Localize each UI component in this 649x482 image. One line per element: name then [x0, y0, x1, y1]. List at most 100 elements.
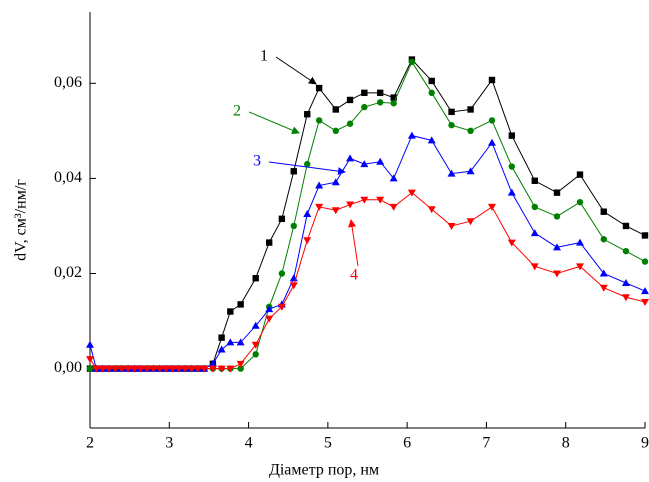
- marker: [98, 365, 107, 373]
- marker: [622, 222, 630, 230]
- marker: [428, 77, 435, 85]
- x-tick-label: 8: [562, 435, 570, 452]
- marker: [466, 218, 475, 226]
- marker: [208, 359, 217, 367]
- marker: [390, 94, 397, 101]
- marker: [218, 334, 225, 341]
- marker: [376, 196, 385, 204]
- marker: [331, 178, 340, 186]
- marker: [507, 188, 516, 196]
- marker: [86, 340, 94, 348]
- marker: [531, 203, 538, 211]
- marker: [575, 238, 584, 246]
- marker: [346, 201, 355, 209]
- marker: [427, 206, 436, 214]
- marker: [217, 365, 226, 373]
- marker: [278, 270, 286, 277]
- marker: [622, 247, 630, 255]
- marker: [155, 365, 164, 373]
- x-tick-label: 4: [245, 435, 253, 452]
- marker: [408, 58, 416, 66]
- marker: [237, 301, 244, 308]
- marker: [390, 100, 397, 107]
- marker: [530, 263, 539, 271]
- marker: [200, 365, 209, 373]
- marker: [193, 365, 202, 373]
- marker: [117, 365, 126, 373]
- annotation-label: 4: [350, 267, 358, 284]
- marker: [641, 232, 649, 239]
- marker: [251, 321, 260, 329]
- marker: [467, 106, 474, 113]
- marker: [181, 365, 190, 373]
- annotation-arrow: [268, 161, 346, 176]
- marker: [236, 338, 245, 346]
- marker: [389, 203, 398, 211]
- marker: [553, 189, 561, 196]
- marker: [376, 89, 384, 97]
- marker: [448, 108, 455, 116]
- marker: [531, 177, 538, 184]
- marker: [124, 365, 133, 373]
- marker: [553, 213, 561, 220]
- marker: [111, 365, 120, 373]
- marker: [428, 89, 435, 97]
- marker: [600, 208, 607, 215]
- marker: [331, 207, 340, 215]
- x-tick-label: 2: [86, 435, 94, 452]
- y-tick-label: 0,00: [54, 359, 82, 376]
- marker: [487, 138, 496, 146]
- y-tick-label: 0,02: [54, 264, 82, 281]
- marker: [599, 284, 608, 292]
- marker: [389, 174, 398, 182]
- marker: [599, 269, 608, 277]
- y-tick-label: 0,06: [54, 74, 82, 91]
- marker: [174, 365, 183, 373]
- marker: [86, 365, 94, 372]
- annotation-label: 2: [233, 103, 241, 120]
- marker: [251, 341, 260, 349]
- series-line: [89, 135, 646, 370]
- marker: [530, 229, 539, 237]
- marker: [575, 263, 584, 271]
- marker: [360, 196, 369, 204]
- marker: [303, 237, 312, 245]
- marker: [92, 365, 101, 373]
- marker: [227, 308, 234, 315]
- marker: [290, 222, 297, 230]
- y-axis-title: dV, см³/нм/г: [13, 179, 30, 261]
- marker: [149, 365, 158, 373]
- marker: [508, 132, 515, 139]
- marker: [252, 351, 259, 358]
- marker: [360, 160, 369, 168]
- marker: [86, 356, 94, 364]
- marker: [208, 365, 217, 373]
- marker: [168, 365, 177, 373]
- marker: [265, 305, 274, 313]
- marker: [187, 365, 196, 373]
- series-line: [89, 192, 646, 370]
- marker: [315, 117, 323, 124]
- marker: [488, 76, 496, 84]
- marker: [130, 365, 139, 373]
- marker: [447, 222, 456, 230]
- annotation-label: 1: [260, 48, 268, 65]
- marker: [376, 157, 385, 165]
- marker: [487, 203, 496, 211]
- x-tick-label: 3: [165, 435, 173, 452]
- marker: [265, 239, 273, 246]
- marker: [641, 299, 649, 307]
- marker: [346, 96, 354, 104]
- marker: [641, 287, 649, 295]
- marker: [265, 315, 274, 323]
- marker: [641, 258, 649, 265]
- marker: [508, 163, 515, 170]
- marker: [278, 215, 286, 223]
- x-tick-label: 9: [641, 435, 649, 452]
- marker: [346, 120, 354, 127]
- marker: [277, 303, 286, 311]
- x-tick-label: 7: [482, 435, 490, 452]
- marker: [552, 270, 561, 278]
- marker: [290, 168, 297, 175]
